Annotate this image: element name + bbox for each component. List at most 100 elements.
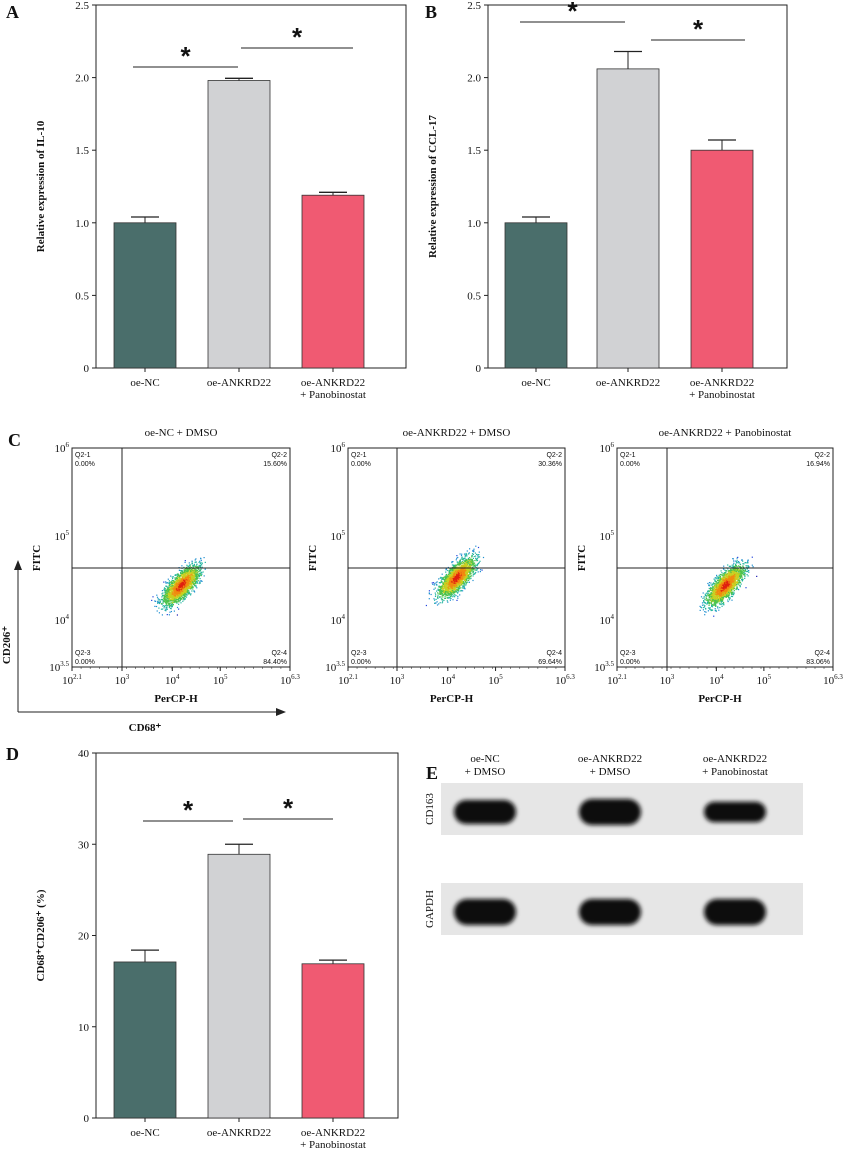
scatter-point bbox=[191, 580, 193, 582]
scatter-point bbox=[172, 596, 174, 598]
scatter-point bbox=[465, 576, 468, 578]
scatter-point bbox=[465, 558, 467, 560]
scatter-point bbox=[451, 566, 453, 568]
scatter-point bbox=[174, 598, 176, 600]
scatter-point bbox=[175, 587, 177, 589]
scatter-point bbox=[709, 589, 711, 591]
scatter-point bbox=[188, 586, 190, 588]
scatter-point bbox=[196, 587, 198, 589]
scatter-point bbox=[739, 576, 741, 579]
scatter-point bbox=[195, 568, 197, 570]
scatter-point bbox=[178, 578, 180, 580]
scatter-point bbox=[190, 580, 192, 582]
scatter-point bbox=[195, 586, 197, 588]
scatter-point bbox=[448, 574, 450, 576]
scatter-point bbox=[449, 571, 451, 574]
scatter-point bbox=[469, 566, 471, 568]
scatter-point bbox=[158, 602, 160, 605]
scatter-point bbox=[184, 570, 186, 572]
scatter-point bbox=[451, 561, 453, 563]
scatter-point bbox=[465, 560, 467, 562]
scatter-point bbox=[463, 585, 465, 587]
scatter-point bbox=[189, 571, 191, 573]
scatter-point bbox=[200, 565, 202, 567]
scatter-point bbox=[175, 594, 177, 596]
scatter-point bbox=[191, 583, 193, 585]
flow-plot: oe-NC + DMSOQ2-10.00%Q2-215.60%Q2-30.00%… bbox=[31, 427, 300, 705]
scatter-point bbox=[175, 583, 177, 586]
scatter-point bbox=[456, 586, 458, 588]
scatter-point bbox=[477, 555, 479, 557]
scatter-point bbox=[167, 593, 169, 595]
scatter-point bbox=[459, 580, 461, 582]
scatter-point bbox=[469, 575, 471, 577]
scatter-point bbox=[181, 574, 183, 576]
scatter-point bbox=[200, 557, 202, 559]
scatter-point bbox=[191, 590, 193, 592]
scatter-point bbox=[182, 586, 184, 588]
scatter-point bbox=[171, 594, 173, 596]
scatter-point bbox=[439, 593, 441, 595]
scatter-point bbox=[444, 592, 446, 594]
scatter-point bbox=[460, 573, 462, 575]
scatter-point bbox=[167, 600, 169, 602]
scatter-point bbox=[462, 574, 464, 576]
scatter-point bbox=[169, 591, 171, 593]
scatter-point bbox=[460, 589, 462, 592]
scatter-point bbox=[455, 572, 457, 574]
scatter-point bbox=[191, 561, 193, 563]
scatter-point bbox=[183, 573, 185, 575]
scatter-point bbox=[192, 566, 194, 568]
scatter-point bbox=[157, 600, 159, 602]
scatter-point bbox=[173, 592, 175, 594]
scatter-point bbox=[171, 589, 173, 591]
scatter-point bbox=[181, 579, 183, 581]
scatter-point bbox=[181, 576, 184, 578]
scatter-point bbox=[436, 581, 438, 583]
scatter-point bbox=[453, 576, 455, 578]
scatter-point bbox=[462, 577, 464, 579]
scatter-point bbox=[197, 569, 199, 571]
scatter-point bbox=[446, 586, 448, 588]
scatter-point bbox=[167, 604, 169, 607]
scatter-point bbox=[453, 593, 455, 595]
scatter-point bbox=[435, 582, 437, 584]
scatter-point bbox=[479, 556, 481, 558]
scatter-point bbox=[176, 593, 178, 595]
scatter-point bbox=[465, 553, 467, 556]
scatter-point bbox=[163, 605, 165, 607]
scatter-point bbox=[705, 592, 708, 594]
y-axis-label: FITC bbox=[31, 545, 43, 571]
scatter-point bbox=[464, 579, 466, 582]
scatter-point bbox=[194, 582, 196, 584]
scatter-point bbox=[468, 573, 470, 576]
scatter-point bbox=[174, 600, 176, 602]
scatter-point bbox=[161, 590, 163, 592]
scatter-point bbox=[173, 584, 175, 586]
scatter-point bbox=[451, 594, 453, 596]
scatter-point bbox=[467, 574, 469, 576]
scatter-point bbox=[449, 570, 451, 572]
bar bbox=[690, 149, 754, 369]
scatter-point bbox=[459, 563, 461, 566]
y-tick-label: 0 bbox=[476, 363, 482, 375]
scatter-point bbox=[182, 578, 184, 580]
scatter-point bbox=[164, 588, 166, 590]
scatter-point bbox=[453, 574, 455, 576]
scatter-point bbox=[462, 587, 464, 589]
x-axis-label: PerCP-H bbox=[430, 693, 474, 705]
scatter-point bbox=[162, 608, 164, 610]
scatter-point bbox=[457, 572, 459, 574]
scatter-point bbox=[450, 582, 452, 584]
scatter-point bbox=[176, 592, 178, 594]
scatter-point bbox=[437, 596, 439, 598]
scatter-point bbox=[185, 587, 187, 589]
scatter-point bbox=[741, 575, 743, 577]
scatter-point bbox=[455, 580, 457, 582]
scatter-point bbox=[158, 607, 160, 609]
scatter-point bbox=[437, 595, 439, 597]
scatter-point bbox=[151, 599, 153, 601]
scatter-point bbox=[165, 600, 167, 602]
scatter-point bbox=[444, 589, 446, 591]
scatter-point bbox=[191, 576, 193, 578]
